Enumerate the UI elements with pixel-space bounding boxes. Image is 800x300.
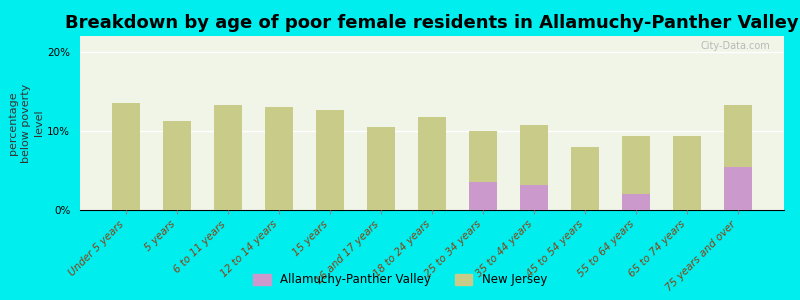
- Y-axis label: percentage
below poverty
level: percentage below poverty level: [8, 83, 45, 163]
- Title: Breakdown by age of poor female residents in Allamuchy-Panther Valley: Breakdown by age of poor female resident…: [65, 14, 799, 32]
- Bar: [469, 182, 497, 210]
- Bar: [265, 107, 293, 210]
- Bar: [520, 185, 548, 210]
- Bar: [571, 147, 599, 210]
- Bar: [418, 117, 446, 210]
- Bar: [316, 110, 344, 210]
- Bar: [163, 122, 191, 210]
- Bar: [367, 127, 395, 210]
- Bar: [622, 194, 650, 210]
- Bar: [673, 136, 701, 210]
- Bar: [469, 131, 497, 210]
- Bar: [622, 136, 650, 210]
- Text: City-Data.com: City-Data.com: [700, 41, 770, 51]
- Bar: [214, 105, 242, 210]
- Bar: [112, 103, 140, 210]
- Bar: [724, 105, 752, 210]
- Bar: [724, 167, 752, 210]
- Legend: Allamuchy-Panther Valley, New Jersey: Allamuchy-Panther Valley, New Jersey: [248, 269, 552, 291]
- Bar: [520, 124, 548, 210]
